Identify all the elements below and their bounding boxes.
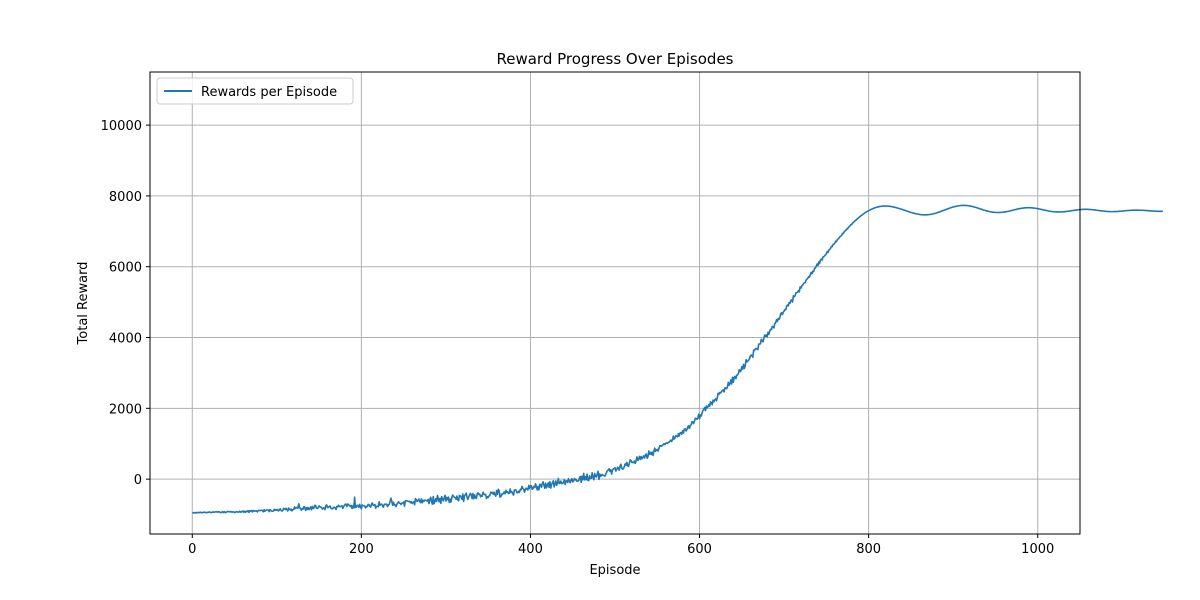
legend-entry-label: Rewards per Episode	[201, 85, 337, 100]
y-tick-label: 0	[134, 473, 142, 488]
x-tick-label: 800	[856, 542, 881, 557]
series-layer	[192, 204, 1163, 514]
y-tick-label: 8000	[109, 190, 142, 205]
chart-title: Reward Progress Over Episodes	[497, 50, 734, 68]
legend-box	[156, 77, 354, 105]
x-tick-label: 0	[188, 542, 196, 557]
legend: Rewards per Episode	[156, 77, 354, 105]
y-axis-label: Total Reward	[76, 262, 91, 346]
y-tick-label: 4000	[109, 332, 142, 347]
series-line-rewards-per-episode	[192, 204, 1163, 514]
x-tick-label: 1000	[1021, 542, 1054, 557]
x-tick-label: 600	[687, 542, 712, 557]
y-tick-label: 6000	[109, 261, 142, 276]
grid	[150, 72, 1080, 534]
plot-area-frame	[149, 71, 1081, 535]
y-axis-ticks: 0 2000 4000 6000 8000 10000	[101, 119, 150, 488]
y-tick-label: 10000	[101, 119, 142, 134]
x-axis-ticks: 0 200 400 600 800 1000	[188, 534, 1054, 557]
x-tick-label: 200	[349, 542, 374, 557]
y-tick-label: 2000	[109, 402, 142, 417]
x-axis-label: Episode	[589, 563, 640, 578]
x-tick-label: 400	[518, 542, 543, 557]
